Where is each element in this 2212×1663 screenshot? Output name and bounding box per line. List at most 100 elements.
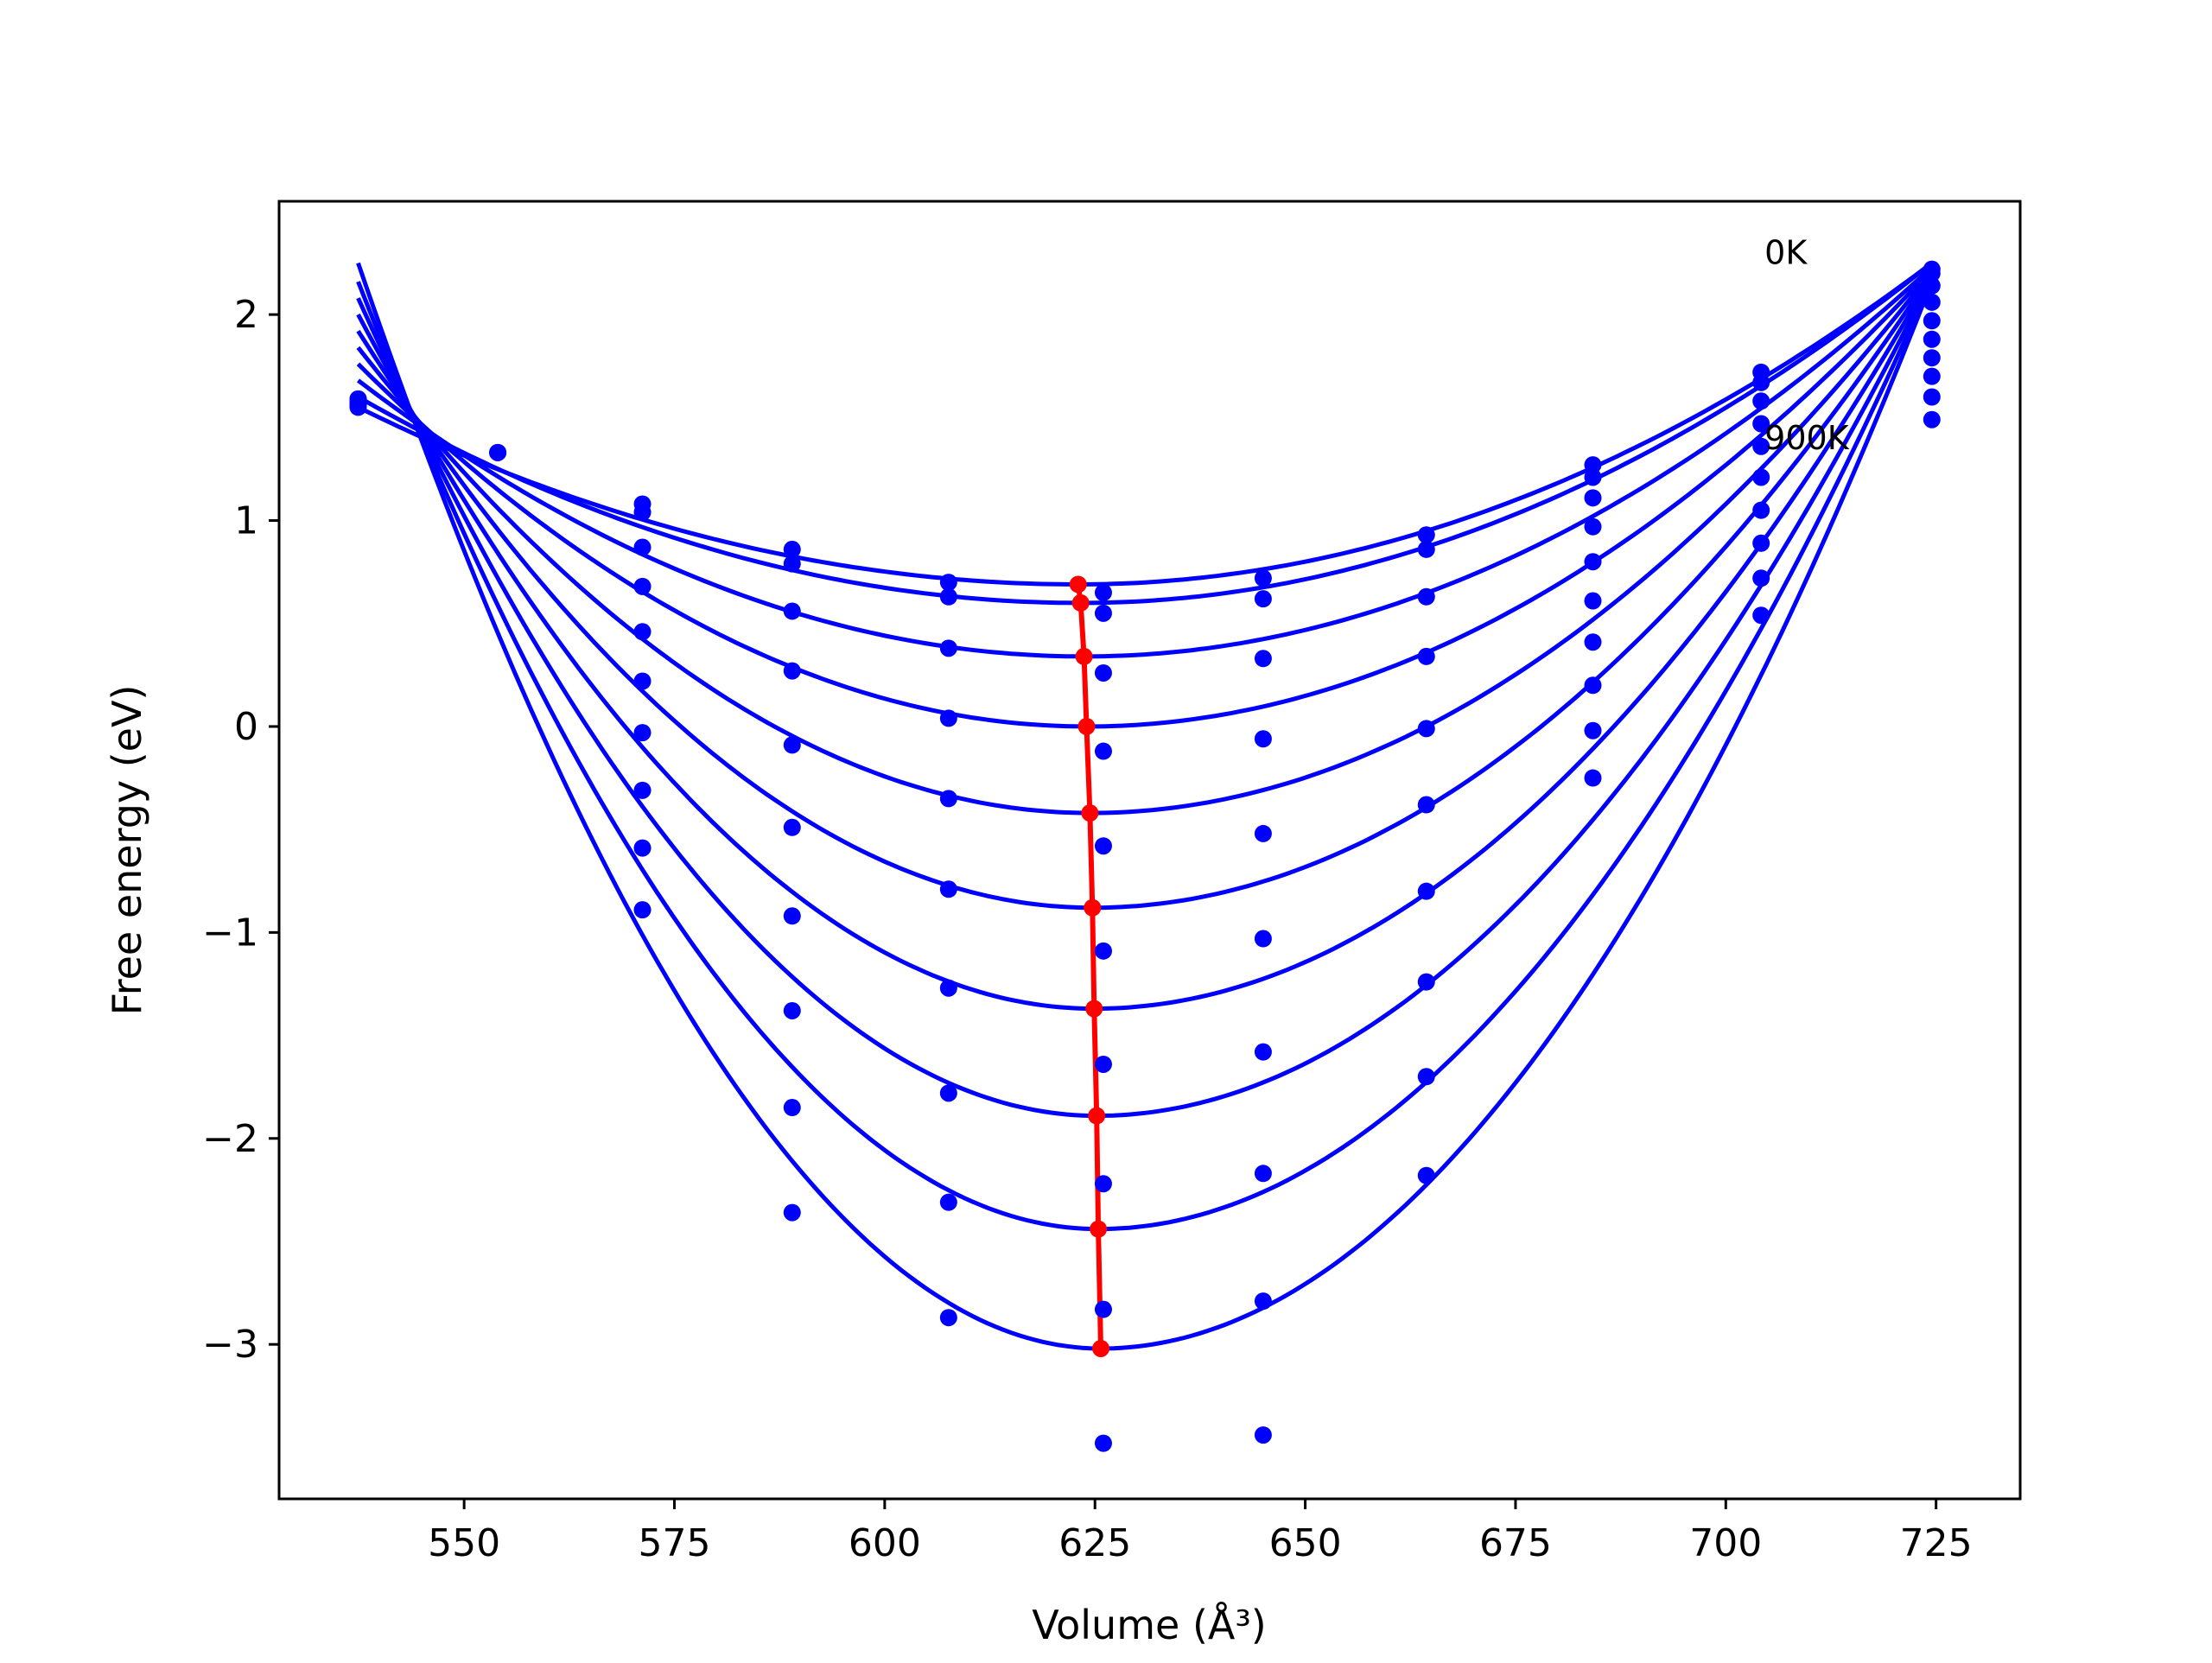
- data-point-0-3: [783, 540, 801, 558]
- data-point-4-6: [1254, 824, 1272, 842]
- data-point-6-10: [1923, 349, 1941, 367]
- fit-curves-layer: [356, 261, 1935, 1351]
- data-point-5-5: [1094, 942, 1112, 960]
- x-axis: 550 575 600 625 650 675 700 725: [428, 1499, 1973, 1565]
- data-points-layer: [349, 260, 1941, 1452]
- minimum-point-1: [1071, 593, 1090, 612]
- data-point-3-9: [1752, 415, 1770, 433]
- fit-curve-2: [356, 265, 1934, 659]
- data-point-0-7: [1417, 526, 1435, 544]
- data-point-9-3: [783, 1203, 801, 1222]
- data-point-4-5: [1094, 837, 1112, 855]
- data-point-6-2: [633, 724, 652, 742]
- data-point-6-3: [783, 907, 801, 925]
- fit-curve-4: [356, 270, 1934, 816]
- fit-curve-5: [356, 272, 1934, 911]
- data-point-4-7: [1417, 720, 1435, 738]
- y-tick-label-3: 0: [234, 705, 258, 749]
- data-point-9-4: [939, 1309, 957, 1327]
- minimum-point-8: [1090, 1220, 1108, 1238]
- data-point-5-3: [783, 818, 801, 836]
- data-point-4-10: [1923, 312, 1941, 330]
- annotations-layer: 0K 900K: [1764, 234, 1850, 458]
- data-point-5-9: [1752, 468, 1770, 486]
- data-point-3-10: [1923, 293, 1941, 311]
- data-point-7-2: [633, 781, 652, 799]
- data-point-8-10: [1923, 388, 1941, 406]
- data-point-1-1: [489, 443, 507, 461]
- data-point-5-4: [939, 880, 957, 898]
- data-point-1-8: [1584, 468, 1602, 486]
- y-tick-label-0: −3: [202, 1323, 258, 1367]
- data-point-2-3: [783, 602, 801, 620]
- y-tick-label-5: 2: [234, 293, 258, 337]
- data-point-9-5: [1094, 1434, 1112, 1452]
- data-point-6-8: [1584, 633, 1602, 651]
- data-point-4-4: [939, 790, 957, 808]
- data-point-9-10: [1923, 410, 1941, 428]
- data-point-5-10: [1923, 330, 1941, 348]
- y-axis-label: Free energy (eV): [104, 685, 150, 1016]
- y-tick-label-4: 1: [234, 499, 258, 543]
- data-point-8-3: [783, 1099, 801, 1117]
- fit-curve-3: [356, 267, 1934, 729]
- data-point-1-9: [1752, 373, 1770, 391]
- minimum-point-7: [1088, 1107, 1106, 1125]
- x-tick-label-0: 550: [428, 1521, 500, 1565]
- data-point-2-2: [633, 538, 652, 556]
- data-point-2-5: [1094, 663, 1112, 682]
- data-point-6-6: [1254, 1043, 1272, 1061]
- data-point-6-7: [1417, 882, 1435, 900]
- data-point-1-7: [1417, 540, 1435, 558]
- data-point-0-5: [1094, 583, 1112, 601]
- data-point-3-6: [1254, 730, 1272, 748]
- data-point-6-5: [1094, 1055, 1112, 1073]
- y-axis: −3 −2 −1 0 1 2: [202, 293, 279, 1367]
- data-point-8-4: [939, 1193, 957, 1211]
- data-point-0-4: [939, 574, 957, 592]
- data-point-2-7: [1417, 587, 1435, 606]
- data-point-1-4: [939, 587, 957, 606]
- data-point-7-10: [1923, 367, 1941, 385]
- x-tick-label-1: 575: [639, 1521, 711, 1565]
- minimum-point-4: [1081, 804, 1099, 822]
- data-point-5-7: [1417, 796, 1435, 814]
- data-point-7-6: [1254, 1165, 1272, 1183]
- minima-line-layer: [1069, 575, 1110, 1357]
- minimum-point-0: [1069, 575, 1087, 593]
- data-point-9-8: [1584, 769, 1602, 787]
- minima-line: [1075, 583, 1103, 1349]
- minimum-point-2: [1075, 647, 1093, 665]
- data-point-9-7: [1417, 1166, 1435, 1184]
- data-point-1-5: [1094, 604, 1112, 622]
- data-point-1-6: [1254, 590, 1272, 608]
- data-point-0-8: [1584, 456, 1602, 474]
- data-point-4-8: [1584, 553, 1602, 571]
- data-point-7-4: [939, 1084, 957, 1102]
- fit-curve-1: [357, 261, 1934, 606]
- minimum-point-6: [1085, 1000, 1103, 1018]
- data-point-3-7: [1417, 647, 1435, 665]
- data-point-8-9: [1752, 569, 1770, 587]
- data-point-3-5: [1094, 742, 1112, 760]
- data-point-2-6: [1254, 650, 1272, 668]
- annotation-1: 900K: [1764, 419, 1850, 457]
- y-tick-label-1: −2: [202, 1117, 258, 1161]
- data-point-7-5: [1094, 1175, 1112, 1193]
- data-point-7-8: [1584, 676, 1602, 695]
- minimum-point-3: [1077, 717, 1096, 735]
- data-point-8-5: [1094, 1300, 1112, 1318]
- data-point-7-9: [1752, 534, 1770, 552]
- data-point-7-3: [783, 1001, 801, 1019]
- data-point-1-2: [633, 504, 652, 522]
- x-tick-label-7: 725: [1900, 1521, 1973, 1565]
- y-tick-label-2: −1: [202, 911, 258, 955]
- data-point-4-2: [633, 623, 652, 641]
- data-point-6-4: [939, 979, 957, 997]
- x-tick-label-6: 700: [1689, 1521, 1762, 1565]
- data-point-8-6: [1254, 1292, 1272, 1311]
- data-point-8-7: [1417, 1068, 1435, 1086]
- data-point-8-8: [1584, 721, 1602, 739]
